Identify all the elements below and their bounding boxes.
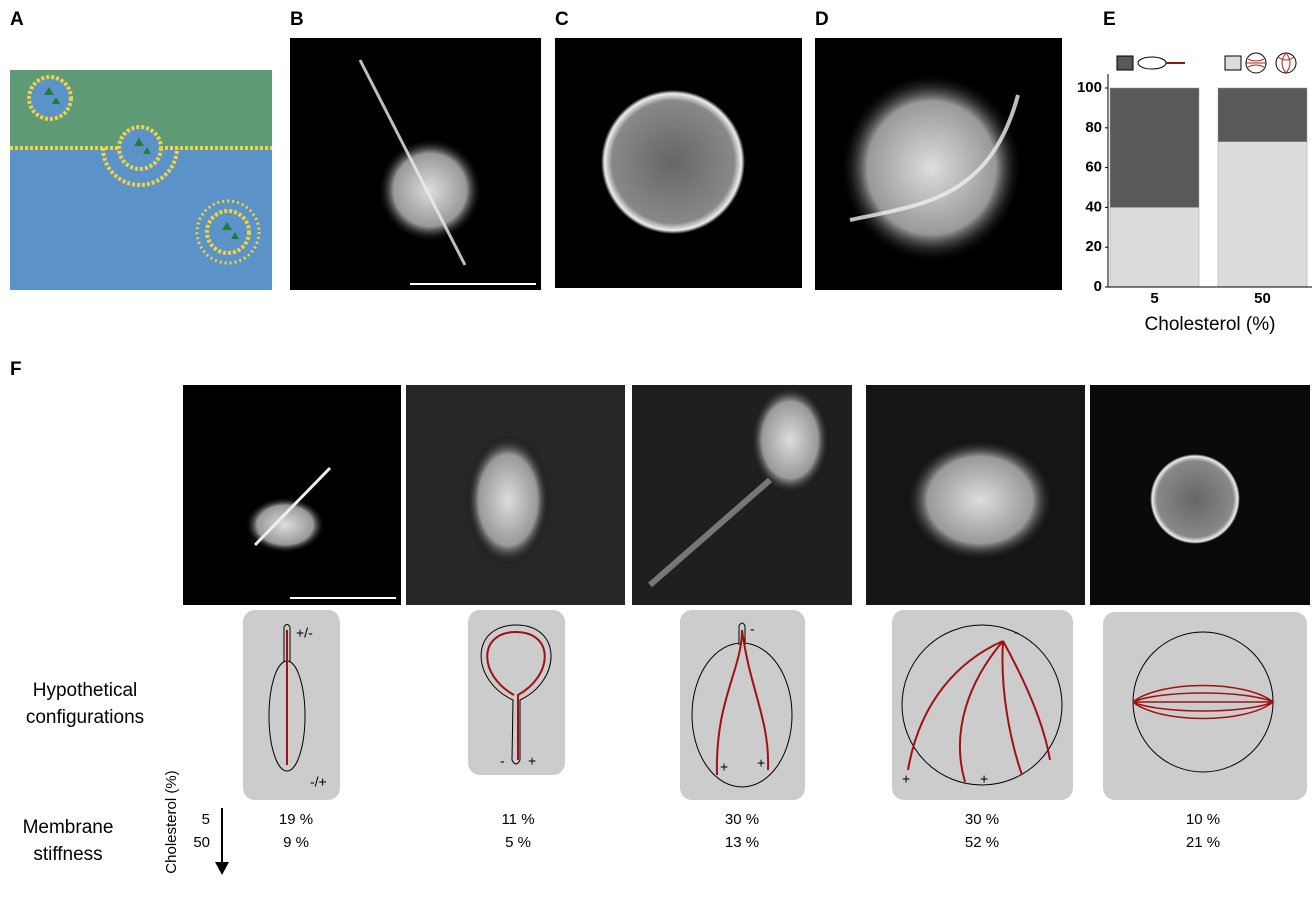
- end-label: +: [720, 759, 728, 775]
- panel-label: C: [555, 9, 569, 30]
- bar-segment: [1110, 207, 1199, 287]
- bar-segment: [1218, 88, 1307, 142]
- micrograph-c: [555, 38, 802, 288]
- y-tick-label: 60: [1085, 159, 1102, 176]
- row-title: Membrane: [23, 817, 114, 838]
- y-tick-label: 100: [1077, 79, 1102, 96]
- micrograph-b: [290, 38, 541, 290]
- percentage: 30 %: [725, 811, 759, 828]
- panel-label: E: [1103, 9, 1116, 30]
- end-label: -: [500, 753, 505, 769]
- percentage: 30 %: [965, 811, 999, 828]
- percentage: 13 %: [725, 834, 759, 851]
- percentage: 11 %: [501, 811, 534, 828]
- end-label: +: [757, 755, 765, 771]
- row-title: configurations: [26, 707, 144, 728]
- micrograph-d: [815, 38, 1062, 290]
- percentage: 19 %: [279, 811, 313, 828]
- micrograph-row: [183, 385, 1310, 605]
- percentage: 21 %: [1186, 834, 1220, 851]
- y-tick-label: 0: [1094, 278, 1102, 295]
- percentage: 52 %: [965, 834, 999, 851]
- figure: A B C D E F Cholesterol (%) 0 20 40 60 80 100…: [0, 0, 1315, 903]
- diagrams: [215, 610, 1307, 875]
- axis-label: Cholesterol (%): [163, 770, 180, 873]
- y-tick-label: 20: [1085, 238, 1102, 255]
- panel-label: B: [290, 9, 304, 30]
- bar-segment: [1110, 88, 1199, 207]
- end-label: -: [1014, 624, 1019, 640]
- row-labels: Hypothetical configurations Membrane sti…: [23, 680, 210, 874]
- panel-label: F: [10, 359, 22, 380]
- y-tick-label: 80: [1085, 119, 1102, 136]
- panel-label: D: [815, 9, 829, 30]
- percentage: 5 %: [505, 834, 531, 851]
- level-label: 50: [193, 834, 210, 851]
- end-label: +/-: [296, 625, 313, 641]
- row-title: stiffness: [33, 844, 102, 865]
- bar-segment: [1218, 142, 1307, 287]
- x-axis-title: Cholesterol (%): [1145, 314, 1276, 335]
- y-tick-label: 40: [1085, 198, 1102, 215]
- chart: Cholesterol (%) 0 20 40 60 80 100 5 50: [1077, 53, 1312, 335]
- end-label: -/+: [310, 774, 327, 790]
- schematic-a: [10, 70, 272, 290]
- row-title: Hypothetical: [33, 680, 138, 701]
- end-label: +: [980, 771, 988, 787]
- end-label: -: [750, 621, 755, 637]
- end-label: +: [528, 753, 536, 769]
- percentage: 9 %: [283, 834, 309, 851]
- level-label: 5: [202, 811, 210, 828]
- end-label: +: [902, 771, 910, 787]
- percentage: 10 %: [1186, 811, 1220, 828]
- panel-label: A: [10, 9, 24, 30]
- x-tick-label: 5: [1150, 290, 1158, 307]
- x-tick-label: 50: [1254, 290, 1271, 307]
